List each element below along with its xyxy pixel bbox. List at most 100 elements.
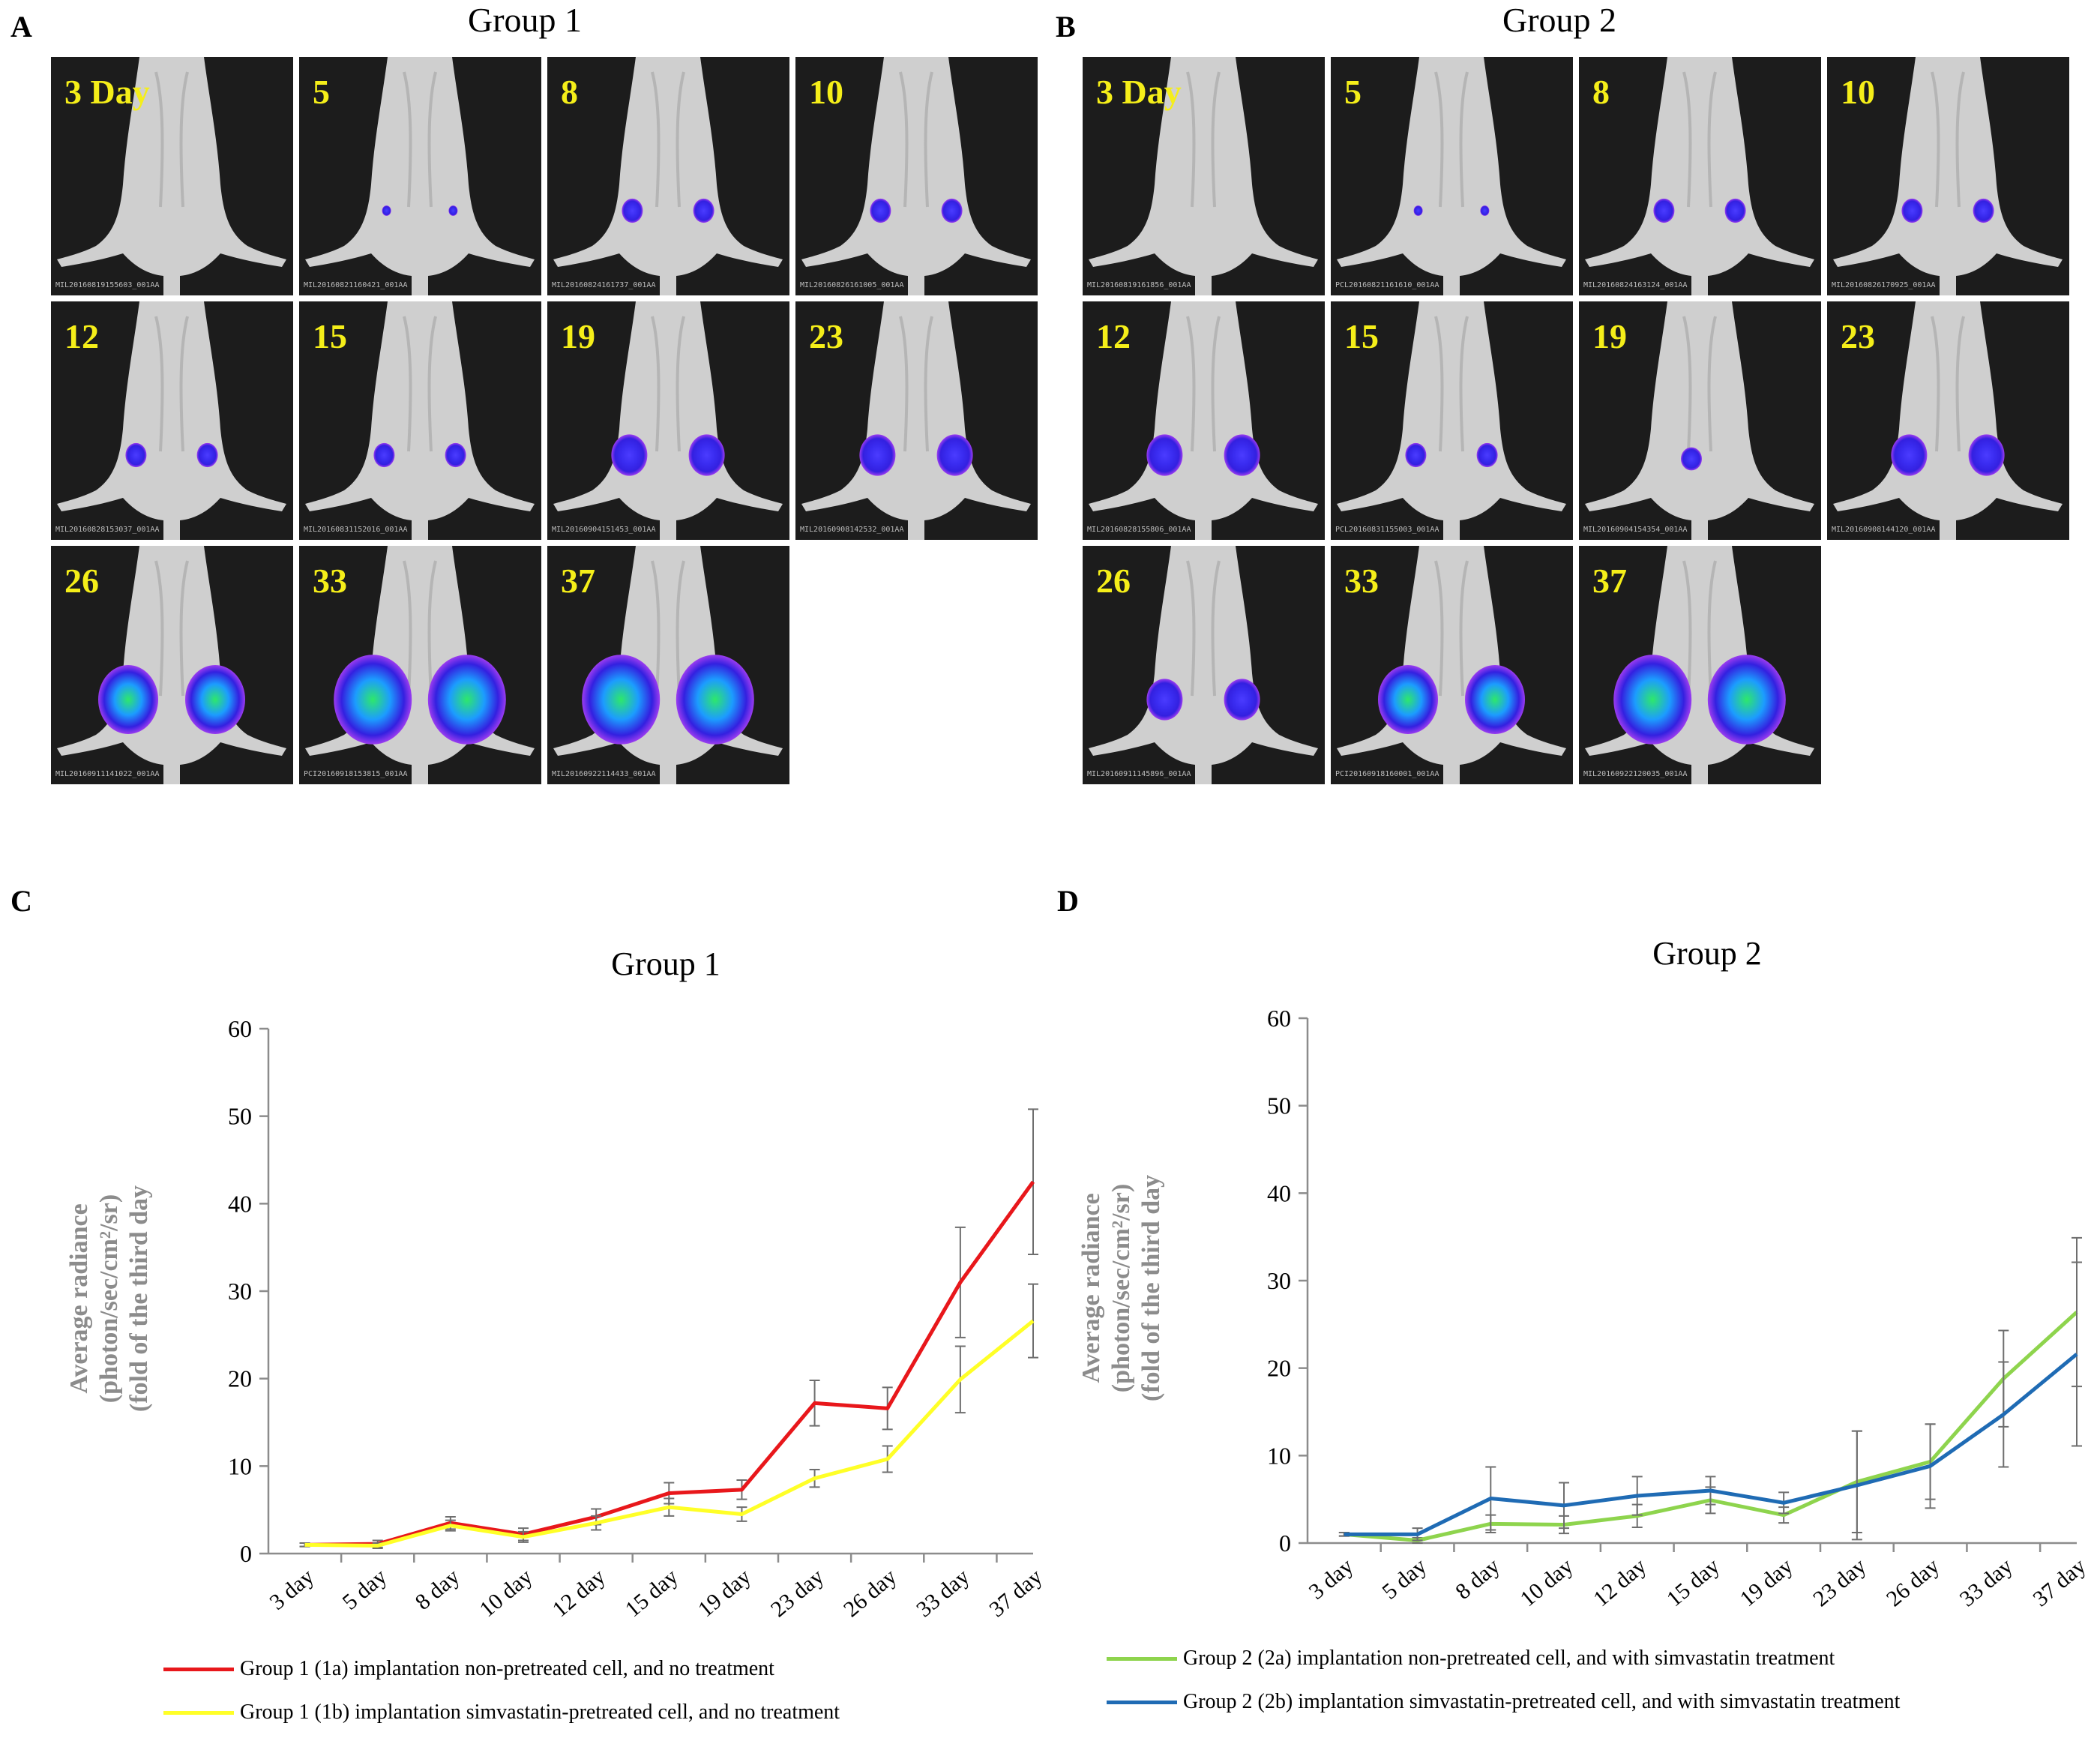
x-tick-label: 37 day (984, 1564, 1047, 1622)
mouse-body (1585, 301, 1814, 540)
panel-letter-d: D (1057, 884, 1079, 918)
x-tick-label: 3 day (265, 1564, 319, 1615)
day-label: 19 (561, 317, 595, 355)
signal-spot (1968, 434, 2005, 476)
day-label: 23 (1841, 317, 1875, 355)
x-tick-label: 15 day (1662, 1554, 1724, 1611)
mouse-image (57, 546, 286, 784)
signal-spot (582, 655, 661, 745)
image-filename: MIL20160826170925_001AA (1832, 281, 1936, 289)
x-tick-label: 10 day (1515, 1554, 1577, 1611)
mouse-image (1337, 301, 1566, 540)
signal-spot (870, 198, 891, 223)
mouse-image (305, 301, 535, 540)
signal-spot (427, 655, 506, 745)
mouse-body (57, 301, 286, 540)
y-axis-label: (photon/sec/cm²/sr) (1107, 1184, 1135, 1392)
legend-item-2b: Group 2 (2b) implantation simvastatin-pr… (1107, 1690, 2089, 1734)
x-tick-label: 8 day (1451, 1554, 1505, 1605)
group2-image-tile: 10 MIL20160826170925_001AA (1827, 57, 2069, 295)
signal-spot (185, 665, 245, 734)
panel-letter-b: B (1056, 10, 1076, 43)
image-filename: MIL20160821160421_001AA (304, 281, 408, 289)
x-tick-label: 12 day (1589, 1554, 1651, 1611)
x-tick-label: 33 day (1955, 1554, 2018, 1611)
y-tick-label: 50 (1267, 1092, 1291, 1119)
x-tick-label: 15 day (621, 1564, 683, 1622)
series-0 (299, 1108, 1038, 1548)
mouse-body (1833, 57, 2063, 295)
image-filename: MIL20160824163124_001AA (1583, 281, 1688, 289)
day-label: 23 (809, 317, 843, 355)
group2-image-tile: 37 MIL20160922120035_001AA (1579, 546, 1821, 784)
image-filename: MIL20160819155603_001AA (55, 281, 160, 289)
x-tick-label: 8 day (411, 1564, 465, 1615)
group2-image-tile: 33 PCI20160918160001_001AA (1331, 546, 1573, 784)
x-tick-label: 23 day (1808, 1554, 1871, 1611)
signal-spot (1707, 655, 1786, 745)
signal-spot (448, 205, 458, 216)
signal-spot (941, 198, 963, 223)
mouse-body (1833, 301, 2063, 540)
image-filename: MIL20160826161005_001AA (800, 281, 904, 289)
x-tick-label: 3 day (1305, 1554, 1359, 1605)
legend-item-2a: Group 2 (2a) implantation non-pretreated… (1107, 1647, 2089, 1690)
y-tick-label: 30 (228, 1278, 252, 1305)
signal-spot (445, 442, 466, 468)
legend-label-2a: Group 2 (2a) implantation non-pretreated… (1183, 1647, 1835, 1670)
signal-spot (1224, 679, 1260, 721)
x-tick-label: 19 day (694, 1564, 756, 1622)
signal-spot (622, 198, 643, 223)
image-filename: MIL20160908144120_001AA (1832, 526, 1936, 534)
mouse-image (1089, 546, 1318, 784)
signal-spot (936, 434, 973, 476)
signal-spot (98, 665, 158, 734)
day-label: 5 (1344, 73, 1362, 111)
image-filename: MIL20160824161737_001AA (552, 281, 656, 289)
y-tick-label: 60 (228, 1015, 252, 1042)
mouse-image (553, 57, 783, 295)
group2-image-grid: 3 Day MIL20160819161856_001AA 5 PCL20160821… (1083, 57, 2080, 792)
image-filename: MIL20160828155806_001AA (1087, 526, 1191, 534)
day-label: 37 (1592, 562, 1627, 600)
mouse-image (305, 57, 535, 295)
image-filename: MIL20160828153037_001AA (55, 526, 160, 534)
signal-spot (611, 434, 648, 476)
chart-title: Group 2 (1652, 935, 1761, 972)
image-filename: PCL20160821161610_001AA (1335, 281, 1439, 289)
mouse-image (305, 546, 535, 784)
x-tick-label: 26 day (1882, 1554, 1944, 1611)
y-axis-label: (fold of the third day (1137, 1175, 1165, 1401)
mouse-image (1337, 57, 1566, 295)
day-label: 10 (1841, 73, 1875, 111)
mouse-body (1337, 301, 1566, 540)
y-axis-label: Average radiance (65, 1203, 93, 1393)
mouse-image (57, 57, 286, 295)
mouse-image (1585, 301, 1814, 540)
legend-swatch-1b (163, 1711, 234, 1715)
group2-image-tile: 19 MIL20160904154354_001AA (1579, 301, 1821, 540)
group2-image-tile: 26 MIL20160911145896_001AA (1083, 546, 1325, 784)
day-label: 33 (1344, 562, 1379, 600)
mouse-body (1089, 57, 1318, 295)
legend-item-1a: Group 1 (1a) implantation non-pretreated… (163, 1657, 1026, 1701)
image-filename: MIL20160922114433_001AA (552, 770, 656, 778)
legend-item-1b: Group 1 (1b) implantation simvastatin-pr… (163, 1701, 1026, 1744)
mouse-body (801, 301, 1031, 540)
image-filename: PCI20160918153815_001AA (304, 770, 408, 778)
image-filename: MIL20160831152016_001AA (304, 526, 408, 534)
mouse-body (305, 301, 535, 540)
group1-image-tile: 23 MIL20160908142532_001AA (795, 301, 1038, 540)
group2-image-tile: 3 Day MIL20160819161856_001AA (1083, 57, 1325, 295)
mouse-body (1089, 546, 1318, 784)
mouse-image (801, 301, 1031, 540)
mouse-body (1089, 301, 1318, 540)
legend-swatch-2a (1107, 1657, 1177, 1661)
signal-spot (373, 442, 395, 468)
signal-spot (1146, 679, 1183, 721)
group1-image-tile: 33 PCI20160918153815_001AA (299, 546, 541, 784)
mouse-body (305, 57, 535, 295)
signal-spot (1413, 205, 1423, 216)
legend-swatch-1a (163, 1668, 234, 1671)
signal-spot (1724, 198, 1746, 223)
